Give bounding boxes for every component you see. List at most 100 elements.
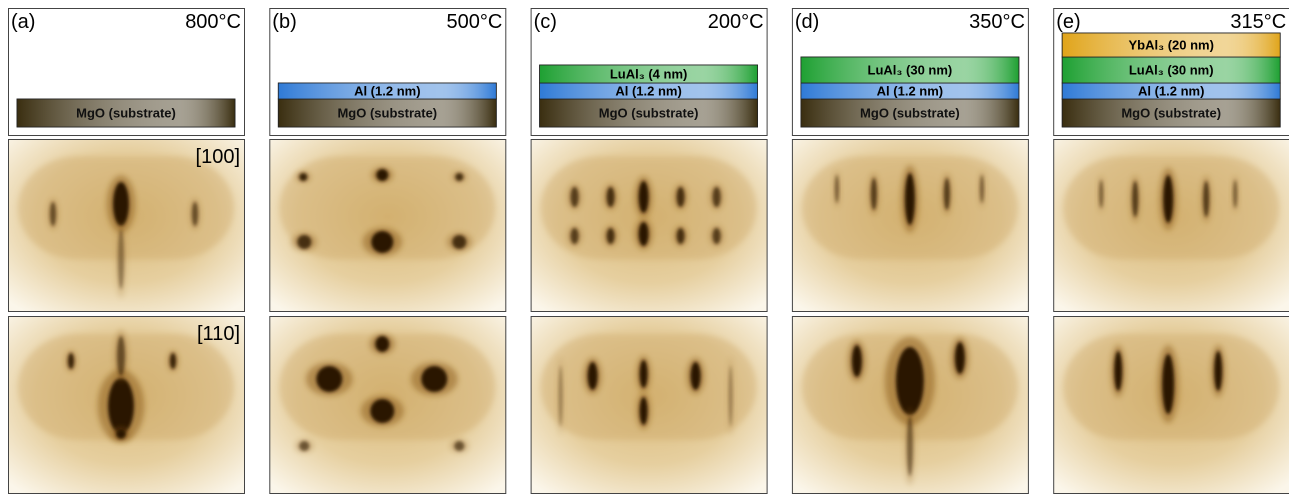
panel-label: (a) — [11, 11, 35, 33]
layer-label: Al (1.2 nm) — [1138, 83, 1204, 98]
layer-shade — [1061, 98, 1281, 128]
diffraction-spot — [638, 181, 649, 213]
diffraction-spot — [904, 173, 915, 225]
layer-shade — [277, 82, 497, 100]
column: (e) 315°C MgO (substrate) Al (1.2 nm) LuAl₃ … — [1053, 8, 1289, 494]
diffraction-spot — [558, 366, 563, 426]
diffraction-spot — [906, 416, 913, 476]
diffraction-spot — [1132, 181, 1139, 217]
diffraction-spot — [118, 229, 124, 289]
diffraction-spot — [676, 228, 685, 244]
layer-shade — [16, 98, 236, 128]
diffraction-spot — [371, 231, 394, 253]
diffraction-spot — [299, 441, 310, 451]
rheed-pattern — [1053, 316, 1289, 494]
temperature: 200°C — [708, 11, 764, 33]
diffraction-spot — [376, 169, 389, 181]
layer-shade — [800, 56, 1020, 84]
direction-label: [100] — [196, 146, 240, 168]
rheed-pattern — [791, 316, 1029, 494]
layer-label: YbAl₃ (20 nm) — [1128, 37, 1213, 52]
diffraction-spot — [299, 173, 308, 181]
diffraction-spot — [454, 441, 465, 451]
rheed-pattern — [530, 139, 768, 312]
temperature: 315°C — [1230, 11, 1286, 33]
diffraction-spot — [108, 378, 134, 434]
diffraction-spot — [587, 362, 598, 390]
panel-label: (c) — [534, 11, 557, 33]
rheed-pattern: [100] — [8, 139, 245, 312]
rheed-pattern — [1053, 139, 1289, 312]
layer-shade — [539, 64, 758, 84]
diffraction-spot — [712, 187, 721, 207]
panel-label: (b) — [272, 11, 296, 33]
layer-label: MgO (substrate) — [337, 105, 437, 120]
diffraction-spot — [170, 353, 176, 369]
diffraction-spot — [690, 362, 701, 390]
diffraction-spot — [113, 182, 129, 226]
column: (a) 800°C MgO (substrate) [100] [110] — [8, 8, 245, 494]
column: (d) 350°C MgO (substrate) Al (1.2 nm) LuAl₃ … — [791, 8, 1029, 494]
layer-label: MgO (substrate) — [599, 105, 699, 120]
rheed-pattern — [791, 139, 1029, 312]
diffraction-spot — [834, 175, 839, 203]
layer-shade — [277, 98, 497, 128]
diffraction-spot — [421, 366, 448, 392]
layer-label: MgO (substrate) — [860, 105, 960, 120]
diffraction-spot — [638, 222, 649, 246]
diffraction-spot — [452, 235, 467, 249]
diffraction-spot — [68, 353, 74, 369]
layer-label: MgO (substrate) — [76, 105, 176, 120]
diffraction-spot — [943, 178, 950, 210]
diffraction-spot — [979, 175, 984, 203]
diffraction-spot — [117, 336, 125, 376]
diffraction-spot — [1214, 351, 1223, 391]
diffraction-spot — [1233, 180, 1238, 208]
layer-label: MgO (substrate) — [1121, 105, 1221, 120]
diffraction-spot — [606, 228, 615, 244]
diffraction-spot — [1203, 181, 1210, 217]
diffraction-spot — [1163, 175, 1174, 223]
layer-label: Al (1.2 nm) — [354, 83, 420, 98]
diffraction-spot — [606, 187, 615, 207]
layer-label: Al (1.2 nm) — [615, 83, 681, 98]
layer-label: LuAl₃ (30 nm) — [1129, 62, 1214, 77]
panel-label: (e) — [1056, 11, 1080, 33]
rheed-pattern — [269, 139, 507, 312]
diffraction-spot — [116, 429, 126, 439]
diffraction-spot — [639, 360, 648, 388]
diffraction-spot — [316, 366, 343, 392]
diffraction-spot — [375, 336, 390, 352]
column: (b) 500°C MgO (substrate) Al (1.2 nm) — [269, 8, 507, 494]
direction-label: [110] — [197, 323, 240, 345]
layer-shade — [800, 98, 1020, 128]
diffraction-spot — [570, 187, 579, 207]
diffraction-spot — [50, 202, 56, 226]
diffraction-spot — [455, 173, 464, 181]
temperature: 350°C — [969, 11, 1025, 33]
diffraction-spot — [728, 366, 733, 426]
diffraction-spot — [192, 202, 198, 226]
rheed-pattern: [110] — [8, 316, 245, 494]
diffraction-spot — [370, 399, 395, 423]
diffraction-spot — [676, 187, 685, 207]
diffraction-spot — [870, 178, 877, 210]
temperature: 800°C — [185, 11, 241, 33]
diffraction-spot — [851, 345, 862, 377]
diffraction-spot — [712, 228, 721, 244]
diffraction-spot — [1114, 351, 1123, 391]
diffraction-spot — [297, 235, 312, 249]
pattern-haze — [279, 333, 496, 440]
layer-shade — [539, 98, 758, 128]
temperature: 500°C — [446, 11, 502, 33]
layer-label: Al (1.2 nm) — [877, 83, 943, 98]
layer-label: LuAl₃ (30 nm) — [868, 62, 953, 77]
panel-label: (d) — [795, 11, 819, 33]
rheed-pattern — [530, 316, 768, 494]
pattern-haze — [279, 156, 496, 260]
diffraction-spot — [570, 228, 579, 244]
diffraction-spot — [639, 397, 648, 425]
layer-shade — [1061, 56, 1281, 84]
